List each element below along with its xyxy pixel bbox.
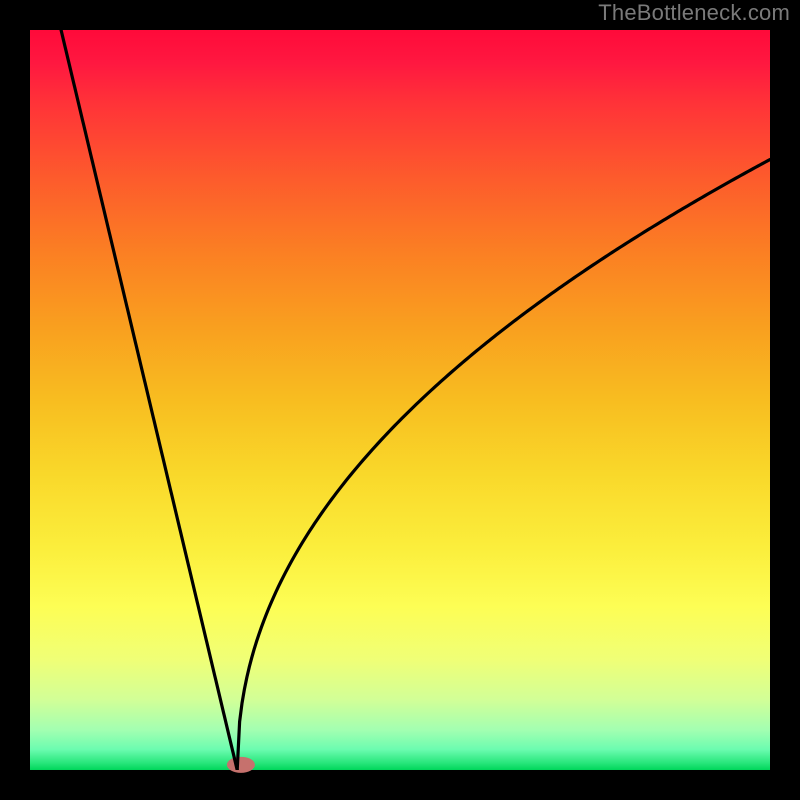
plot-background — [30, 30, 770, 770]
chart-svg — [0, 0, 800, 800]
min-marker — [227, 757, 255, 773]
chart-stage: TheBottleneck.com — [0, 0, 800, 800]
